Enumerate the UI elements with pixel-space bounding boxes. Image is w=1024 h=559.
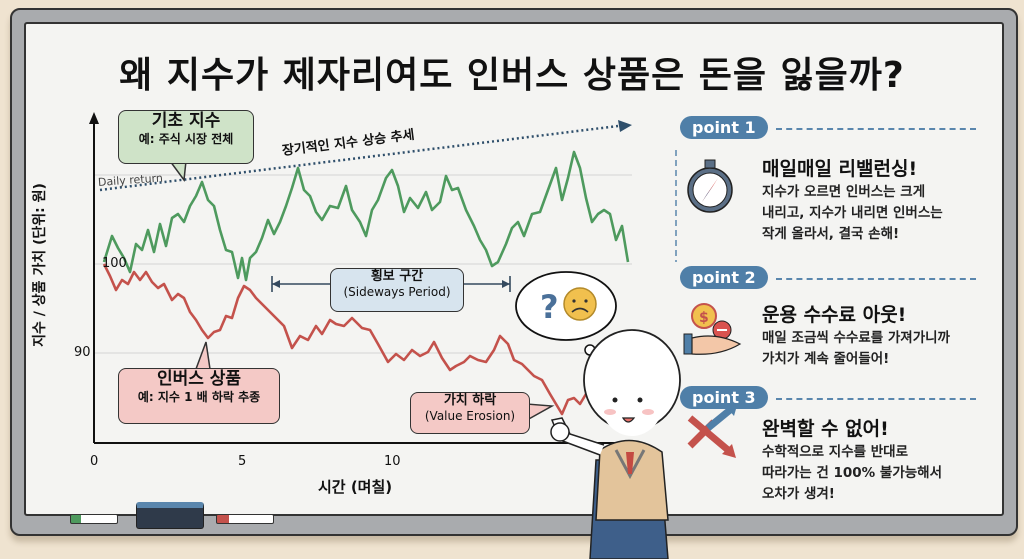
point-3-section: point 3 완벽할 수 없어! 수학적으로 지수를 반대로 따라가는 건 1…: [680, 386, 1000, 516]
point-1-line-3: 작게 올라서, 결국 손해!: [762, 226, 900, 242]
x-tick-0: 0: [90, 454, 99, 469]
y-axis-label: 지수 / 상품 가치 (단위: 원): [32, 183, 48, 347]
page-title: 왜 지수가 제자리여도 인버스 상품은 돈을 잃을까?: [119, 55, 905, 96]
x-tick-10: 10: [384, 454, 401, 469]
y-tick-100: 100: [102, 256, 127, 271]
point-1-heading: 매일매일 리밸런싱!: [762, 158, 918, 180]
point-2-body: 매일 조금씩 수수료를 가져가니까 가치가 계속 줄어들어!: [762, 328, 1002, 370]
point-3-line-2: 따라가는 건 100% 불가능해서: [762, 465, 943, 481]
green-marker: [70, 514, 118, 524]
point-3-body: 수학적으로 지수를 반대로 따라가는 건 100% 불가능해서 오차가 생겨!: [762, 442, 1002, 505]
x-axis-label: 시간 (며칠): [318, 478, 393, 496]
trend-line: [99, 124, 619, 192]
point-2-section: point 2 운용 수수료 아웃! 매일 조금씩 수수료를 가져가니까 가치가…: [680, 266, 1000, 386]
sad-coin-icon: [563, 287, 597, 321]
inverse-series-line: [102, 263, 588, 416]
index-series-line: [102, 150, 630, 282]
svg-text:$: $: [699, 310, 709, 326]
point-3-line-1: 수학적으로 지수를 반대로: [762, 444, 909, 460]
inverse-callout-sub: 예: 지수 1 배 하락 추종: [137, 390, 261, 405]
sideways-callout: 횡보 구간 (Sideways Period): [330, 268, 464, 312]
point-1-section: point 1 매일매일 리밸런싱! 지수가 오르면 인버스는 크게 내리고, …: [680, 116, 1000, 266]
point-2-heading: 운용 수수료 아웃!: [762, 304, 907, 326]
stopwatch-icon: [687, 159, 733, 213]
question-mark-icon: ?: [540, 288, 559, 326]
student-character: [550, 329, 681, 559]
point-1-line-1: 지수가 오르면 인버스는 크게: [762, 184, 926, 200]
index-callout-title: 기초 지수: [151, 111, 221, 131]
point-3-pill: point 3: [680, 386, 768, 409]
point-1-body: 지수가 오르면 인버스는 크게 내리고, 지수가 내리면 인버스는 작게 올라서…: [762, 182, 1002, 245]
index-callout: 기초 지수 예: 주식 시장 전체: [118, 110, 254, 164]
index-callout-sub: 예: 주식 시장 전체: [138, 132, 234, 147]
x-tick-5: 5: [238, 454, 247, 469]
sideways-callout-sub: (Sideways Period): [343, 285, 451, 300]
sideways-callout-title: 횡보 구간: [370, 269, 424, 284]
point-2-line-2: 가치가 계속 줄어들어!: [762, 351, 890, 367]
point-3-heading: 완벽할 수 없어!: [762, 418, 889, 440]
y-tick-90: 90: [74, 345, 91, 360]
inverse-callout: 인버스 상품 예: 지수 1 배 하락 추종: [118, 368, 280, 424]
eraser: [136, 502, 204, 529]
point-3-line-3: 오차가 생겨!: [762, 486, 835, 502]
red-marker: [216, 514, 274, 524]
erosion-callout-title: 가치 하락: [443, 393, 497, 408]
point-2-pill: point 2: [680, 266, 768, 289]
point-1-line-2: 내리고, 지수가 내리면 인버스는: [762, 205, 943, 221]
point-1-pill: point 1: [680, 116, 768, 139]
point-2-line-1: 매일 조금씩 수수료를 가져가니까: [762, 330, 950, 346]
coin-hand-icon: $: [683, 303, 742, 355]
inverse-callout-title: 인버스 상품: [156, 369, 242, 389]
erosion-callout-sub: (Value Erosion): [424, 409, 516, 424]
erosion-callout: 가치 하락 (Value Erosion): [410, 392, 530, 434]
